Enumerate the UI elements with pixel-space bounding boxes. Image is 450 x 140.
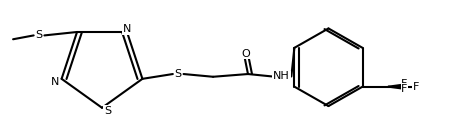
Text: N: N [51,77,59,87]
Text: S: S [36,30,43,40]
Text: N: N [123,24,131,34]
Text: F: F [401,80,408,89]
Text: F: F [401,84,408,94]
Text: F: F [413,82,419,92]
Text: O: O [242,49,251,59]
Text: S: S [175,69,182,79]
Text: NH: NH [273,72,290,81]
Text: S: S [104,106,111,116]
